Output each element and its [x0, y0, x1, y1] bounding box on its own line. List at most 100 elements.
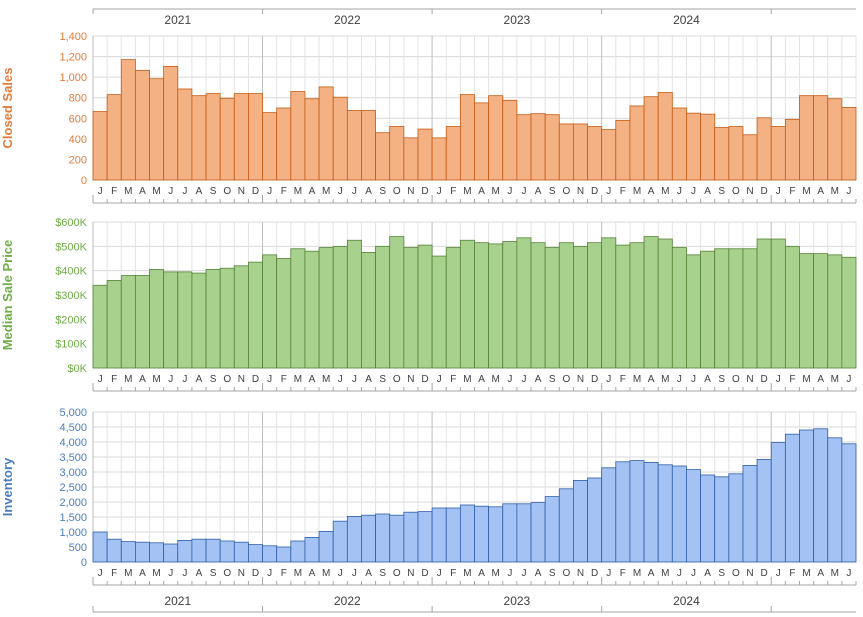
bottom-year-label: 2023: [504, 594, 531, 608]
top-year-label: 2024: [673, 13, 700, 27]
bar: [573, 479, 588, 563]
month-tick-label: N: [407, 186, 414, 197]
month-tick-label: F: [789, 186, 795, 197]
month-tick-label: O: [732, 374, 740, 385]
bar: [445, 247, 461, 369]
bar: [403, 247, 419, 369]
y-tick-label: 1,000: [59, 527, 87, 539]
bar: [827, 254, 843, 369]
panel-1: $0K $100K $200K $300K $400K $500K $600K Median …: [0, 217, 857, 392]
month-tick-label: N: [577, 374, 584, 385]
bar: [516, 503, 532, 563]
month-tick-label: J: [267, 186, 272, 197]
bar: [827, 98, 843, 181]
month-tick-label: O: [393, 186, 401, 197]
bar: [474, 505, 490, 563]
bar: [332, 96, 348, 181]
y-tick-label: 2,000: [59, 497, 87, 509]
bar: [488, 506, 504, 563]
month-tick-label: M: [124, 374, 132, 385]
y-tick-label: 1,200: [59, 52, 87, 64]
bar: [714, 476, 730, 563]
bar: [756, 238, 772, 369]
bar: [488, 243, 504, 369]
bar: [134, 70, 150, 181]
y-tick-label: 0: [81, 175, 87, 187]
month-tick-label: D: [252, 568, 259, 579]
top-year-label: 2022: [334, 13, 361, 27]
bar: [516, 237, 532, 369]
bar: [714, 127, 730, 181]
month-tick-label: O: [393, 568, 401, 579]
y-tick-label: $600K: [55, 217, 87, 229]
month-tick-label: S: [379, 374, 386, 385]
month-tick-label: S: [718, 374, 725, 385]
month-tick-label: J: [182, 186, 187, 197]
month-tick-label: M: [802, 374, 810, 385]
month-tick-label: M: [294, 568, 302, 579]
month-tick-label: F: [620, 186, 626, 197]
month-tick-label: A: [365, 568, 372, 579]
bar: [629, 242, 645, 369]
month-tick-label: A: [365, 374, 372, 385]
bar: [304, 98, 320, 181]
y-tick-label: 5,000: [59, 407, 87, 419]
bar: [742, 134, 758, 181]
month-tick-label: S: [549, 568, 556, 579]
month-tick-label: S: [210, 568, 217, 579]
bar: [728, 248, 744, 369]
y-tick-label: 800: [69, 93, 87, 105]
bar: [191, 538, 207, 563]
bar: [177, 540, 193, 563]
bar: [573, 245, 588, 369]
bar: [233, 93, 249, 181]
bar: [163, 271, 179, 369]
bar: [530, 113, 546, 181]
month-tick-label: S: [210, 374, 217, 385]
month-tick-label: J: [677, 186, 682, 197]
month-tick-label: D: [591, 568, 598, 579]
month-tick-label: N: [238, 568, 245, 579]
y-tick-label: $0K: [67, 363, 87, 375]
bar: [290, 248, 306, 369]
bar: [671, 465, 687, 563]
month-tick-label: M: [831, 568, 839, 579]
bar: [375, 132, 391, 181]
bar: [459, 94, 475, 181]
y-tick-label: $100K: [55, 339, 87, 351]
bar: [346, 239, 362, 369]
month-tick-label: M: [463, 374, 471, 385]
month-tick-label: A: [535, 568, 542, 579]
bar: [756, 117, 772, 181]
month-tick-label: J: [98, 186, 103, 197]
bar: [615, 244, 631, 369]
month-tick-label: A: [365, 186, 372, 197]
bar: [686, 112, 701, 181]
bottom-year-label: 2021: [164, 594, 191, 608]
y-tick-label: 0: [81, 557, 87, 569]
month-tick-label: J: [677, 374, 682, 385]
month-tick-label: O: [562, 568, 570, 579]
bar: [92, 531, 108, 563]
y-axis-title: Closed Sales: [0, 68, 15, 149]
bar: [120, 275, 136, 369]
month-tick-label: J: [691, 186, 696, 197]
bar: [205, 269, 221, 369]
bar: [700, 250, 716, 369]
y-tick-label: $200K: [55, 314, 87, 326]
bar: [671, 247, 687, 369]
month-tick-label: J: [437, 186, 442, 197]
y-tick-label: 2,500: [59, 482, 87, 494]
month-tick-label: M: [492, 374, 500, 385]
month-tick-label: M: [802, 186, 810, 197]
month-tick-label: J: [338, 186, 343, 197]
month-tick-label: J: [846, 186, 851, 197]
month-tick-label: F: [450, 374, 456, 385]
bar: [106, 279, 122, 369]
bar: [205, 93, 221, 181]
month-tick-label: N: [577, 568, 584, 579]
month-tick-label: J: [776, 374, 781, 385]
month-tick-label: S: [718, 186, 725, 197]
bar: [474, 102, 490, 181]
bar: [191, 272, 207, 369]
